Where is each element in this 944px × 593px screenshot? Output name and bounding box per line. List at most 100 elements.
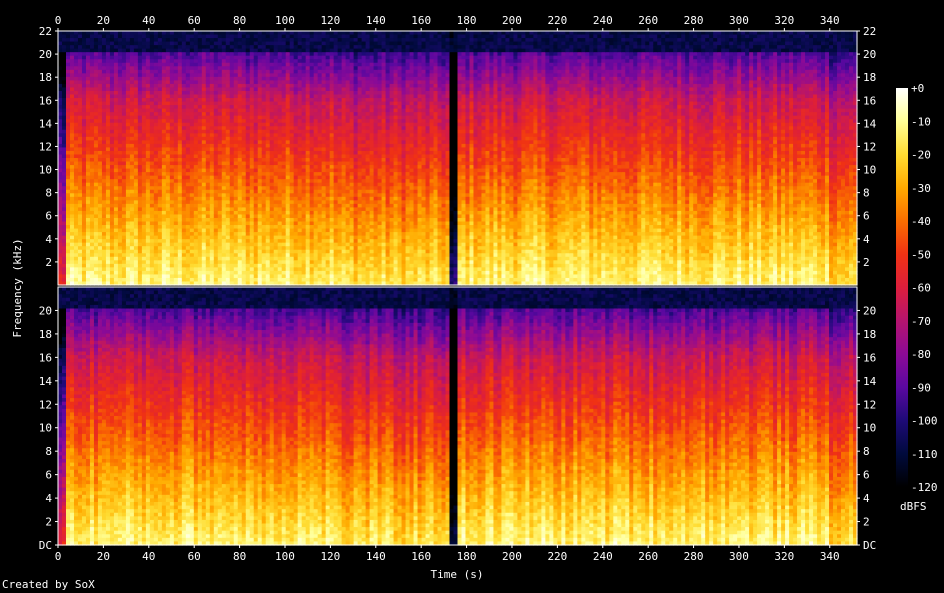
spectrogram-cell xyxy=(217,140,223,145)
spectrogram-cell xyxy=(93,87,99,92)
spectrogram-cell xyxy=(121,207,127,212)
spectrogram-cell xyxy=(193,34,199,39)
spectrogram-cell xyxy=(237,55,243,60)
spectrogram-cell xyxy=(289,161,295,166)
spectrogram-cell xyxy=(177,225,183,230)
spectrogram-cell xyxy=(205,143,211,149)
spectrogram-cell xyxy=(141,154,147,159)
spectrogram-cell xyxy=(117,38,123,43)
spectrogram-cell xyxy=(77,193,83,198)
spectrogram-cell xyxy=(289,172,295,177)
spectrogram-cell xyxy=(317,101,323,106)
spectrogram-cell xyxy=(173,232,179,237)
spectrogram-cell xyxy=(93,239,99,244)
spectrogram-cell xyxy=(281,129,287,134)
spectrogram-cell xyxy=(225,69,231,74)
spectrogram-cell xyxy=(137,228,143,233)
spectrogram-cell xyxy=(113,239,119,244)
spectrogram-cell xyxy=(281,98,287,103)
spectrogram-cell xyxy=(61,189,67,194)
spectrogram-cell xyxy=(329,90,335,96)
spectrogram-cell xyxy=(129,154,135,159)
spectrogram-cell xyxy=(277,217,283,223)
spectrogram-cell xyxy=(65,242,71,247)
spectrogram-cell xyxy=(169,73,175,78)
spectrogram-cell xyxy=(197,129,203,134)
spectrogram-cell xyxy=(153,129,159,134)
spectrogram-cell xyxy=(269,217,275,223)
spectrogram-cell xyxy=(225,228,231,233)
spectrogram-cell xyxy=(297,214,303,219)
spectrogram-cell xyxy=(65,45,71,50)
spectrogram-cell xyxy=(73,277,79,283)
spectrogram-cell xyxy=(133,38,139,43)
spectrogram-cell xyxy=(245,253,251,258)
spectrogram-cell xyxy=(285,239,291,244)
spectrogram-cell xyxy=(193,136,199,141)
spectrogram-cell xyxy=(165,126,171,131)
spectrogram-cell xyxy=(321,232,327,237)
spectrogram-cell xyxy=(297,207,303,212)
spectrogram-cell xyxy=(181,73,187,78)
spectrogram-cell xyxy=(261,133,267,138)
spectrogram-cell xyxy=(121,225,127,230)
spectrogram-cell xyxy=(221,115,227,120)
spectrogram-cell xyxy=(149,73,155,78)
spectrogram-cell xyxy=(265,225,271,230)
spectrogram-cell xyxy=(301,270,307,276)
spectrogram-cell xyxy=(233,186,239,191)
spectrogram-cell xyxy=(265,158,271,163)
spectrogram-cell xyxy=(201,98,207,103)
spectrogram-cell xyxy=(217,246,223,251)
spectrogram-cell xyxy=(233,239,239,244)
spectrogram-cell xyxy=(269,196,275,201)
spectrogram-cell xyxy=(265,115,271,120)
spectrogram-cell xyxy=(173,168,179,173)
spectrogram-cell xyxy=(77,80,83,85)
spectrogram-cell xyxy=(249,182,255,187)
spectrogram-cell xyxy=(257,140,263,145)
spectrogram-cell xyxy=(217,48,223,53)
spectrogram-cell xyxy=(309,154,315,159)
spectrogram-cell xyxy=(73,274,79,279)
spectrogram-cell xyxy=(233,168,239,173)
spectrogram-cell xyxy=(58,239,63,244)
spectrogram-cell xyxy=(97,172,103,177)
spectrogram-cell xyxy=(237,147,243,152)
spectrogram-cell xyxy=(169,256,175,261)
spectrogram-cell xyxy=(265,221,271,226)
spectrogram-cell xyxy=(201,55,207,60)
spectrogram-cell xyxy=(325,90,331,96)
spectrogram-cell xyxy=(213,274,219,279)
spectrogram-cell xyxy=(221,48,227,53)
spectrogram-cell xyxy=(177,73,183,78)
spectrogram-cell xyxy=(61,136,67,141)
spectrogram-cell xyxy=(145,122,151,127)
spectrogram-cell xyxy=(257,249,263,254)
spectrogram-cell xyxy=(225,270,231,276)
spectrogram-cell xyxy=(297,69,303,74)
spectrogram-cell xyxy=(241,232,247,237)
spectrogram-cell xyxy=(325,200,331,205)
spectrogram-cell xyxy=(209,76,215,81)
spectrogram-cell xyxy=(121,182,127,187)
spectrogram-cell xyxy=(181,242,187,247)
spectrogram-cell xyxy=(245,235,251,240)
spectrogram-cell xyxy=(281,256,287,261)
spectrogram-cell xyxy=(161,62,167,67)
spectrogram-cell xyxy=(61,41,67,46)
spectrogram-cell xyxy=(273,52,279,57)
spectrogram-cell xyxy=(169,242,175,247)
spectrogram-cell xyxy=(293,105,299,110)
spectrogram-cell xyxy=(153,232,159,237)
spectrogram-cell xyxy=(145,34,151,39)
spectrogram-cell xyxy=(285,69,291,74)
spectrogram-cell xyxy=(209,281,215,286)
spectrogram-cell xyxy=(293,87,299,92)
spectrogram-cell xyxy=(121,122,127,127)
spectrogram-cell xyxy=(213,147,219,152)
spectrogram-cell xyxy=(277,143,283,149)
spectrogram-cell xyxy=(185,87,191,92)
spectrogram-cell xyxy=(121,76,127,81)
spectrogram-cell xyxy=(58,94,63,99)
